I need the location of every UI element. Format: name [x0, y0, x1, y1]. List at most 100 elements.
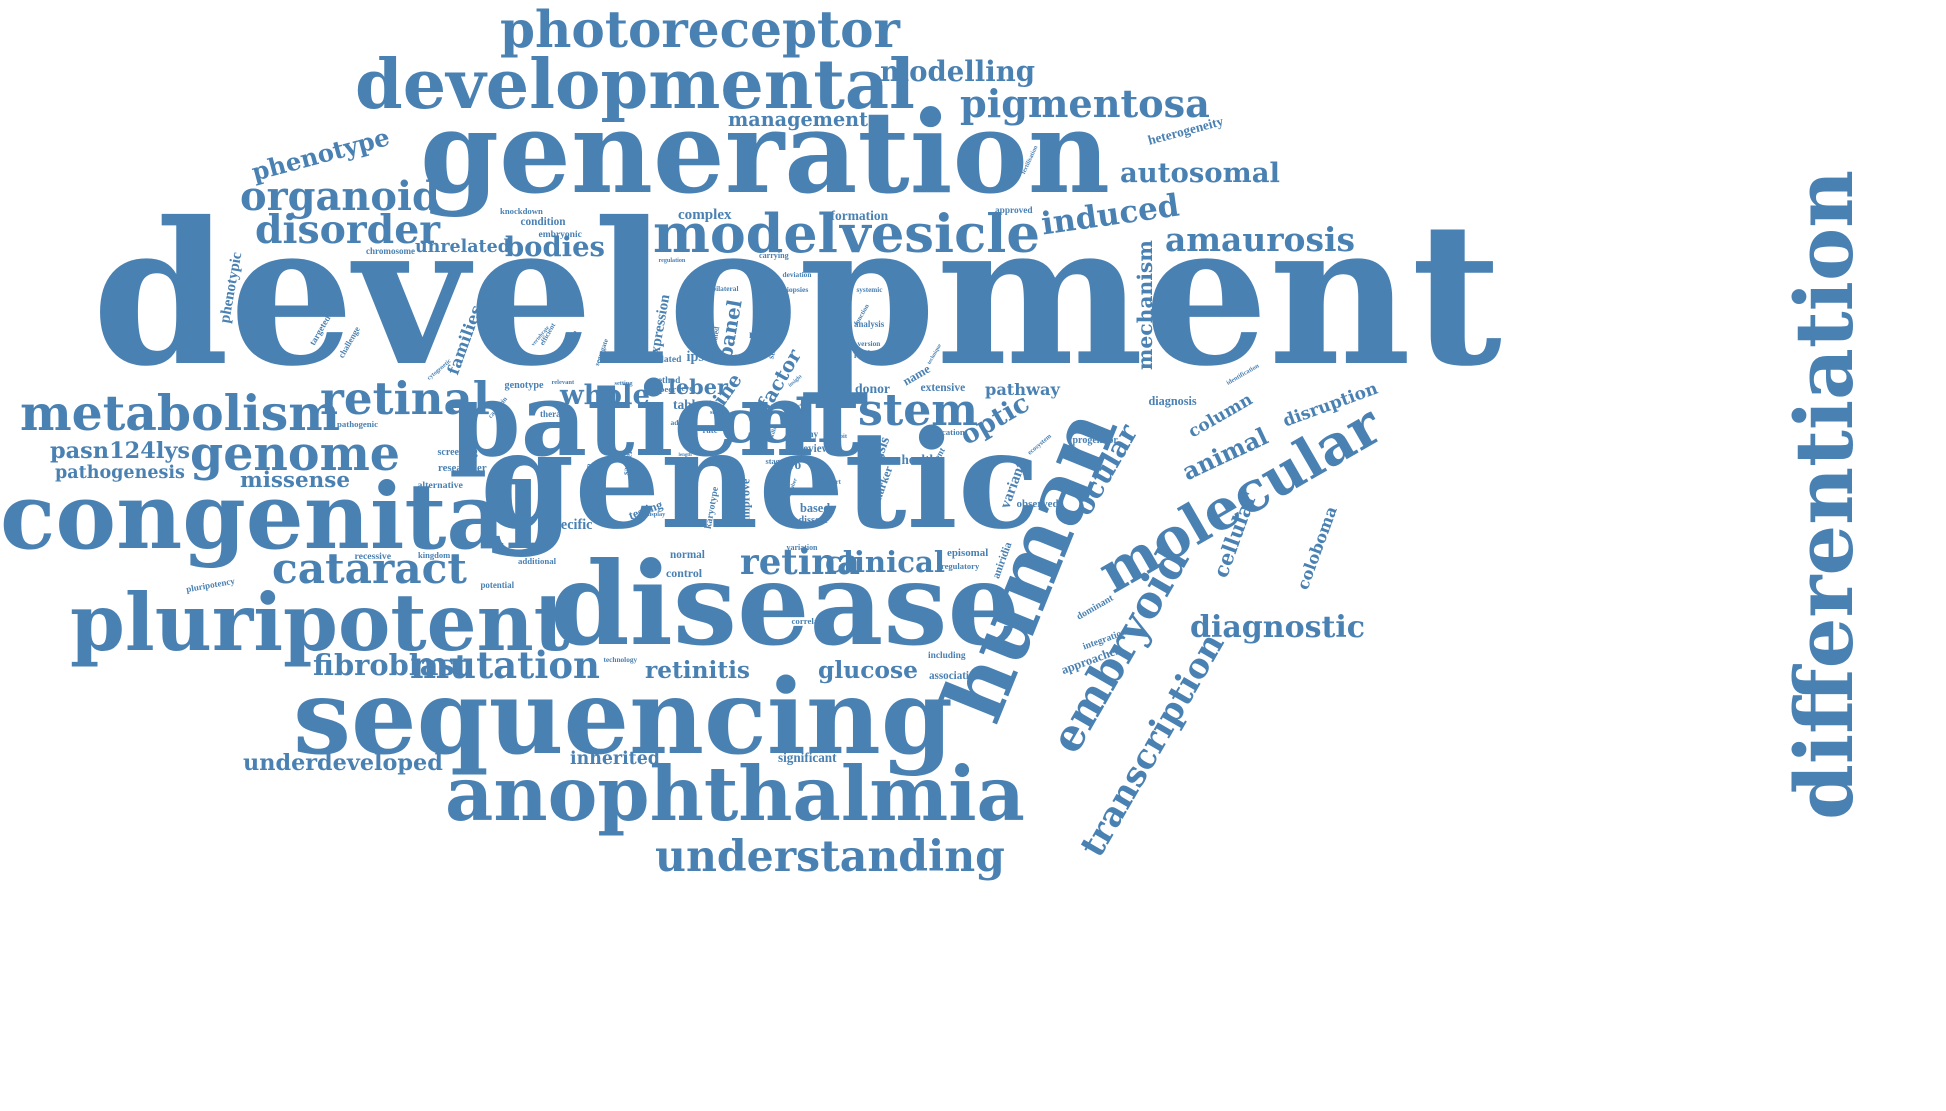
cloud-word: regulatory: [941, 560, 980, 571]
cloud-word: adult: [670, 418, 688, 427]
cloud-word: complex: [678, 206, 732, 223]
cloud-word: genetic: [480, 399, 1040, 559]
cloud-word: approved: [995, 205, 1033, 216]
cloud-word: biopsies: [782, 285, 809, 294]
cloud-word: exhibit: [828, 432, 847, 440]
cloud-word: disease: [550, 537, 1020, 671]
cloud-word: cohort: [822, 478, 841, 486]
cloud-word: pigmentosa: [960, 82, 1210, 127]
cloud-word: improve: [737, 478, 752, 521]
cloud-word: vitro: [774, 456, 802, 472]
cloud-word: table: [673, 396, 702, 412]
cloud-word: development: [92, 180, 1502, 410]
cloud-word: clinical: [825, 545, 945, 579]
cloud-word: missense: [240, 468, 350, 493]
cloud-word: dissect: [798, 515, 828, 526]
cloud-word: relevant: [551, 378, 575, 386]
cloud-word: mutation: [410, 643, 600, 687]
cloud-word: researcher: [438, 461, 487, 474]
cloud-word: photoreceptor: [500, 0, 900, 59]
cloud-word: based: [800, 500, 831, 515]
cloud-word: metabolism: [20, 383, 340, 442]
cloud-word: drug: [794, 407, 807, 414]
cloud-word: normal: [670, 549, 705, 561]
cloud-word: cause: [859, 451, 886, 463]
cloud-word: correlation: [791, 615, 834, 626]
cloud-word: control: [666, 565, 703, 580]
cloud-word: regulation: [658, 258, 686, 264]
cloud-word: including: [928, 650, 966, 661]
cloud-word: condition: [520, 215, 566, 228]
cloud-word: formation: [830, 207, 889, 223]
cloud-word: generation: [420, 85, 1110, 219]
cloud-word: model: [653, 202, 838, 265]
cloud-word: recessive: [354, 551, 392, 562]
cloud-word: diagnostic: [1190, 610, 1366, 645]
cloud-word: cataract: [272, 542, 467, 593]
cloud-word: healthy: [901, 451, 944, 467]
cloud-word: management: [728, 107, 868, 131]
cloud-word: association: [929, 669, 981, 682]
cloud-word: stem: [858, 385, 978, 436]
cloud-word: specific: [547, 517, 593, 533]
cloud-word: observed: [1016, 497, 1059, 510]
cloud-word: pluripotent: [70, 575, 570, 669]
cloud-word: diagnosis: [1148, 394, 1197, 408]
cloud-word: level: [679, 382, 696, 393]
cloud-word: better: [795, 410, 811, 416]
cloud-word: pasn124lys: [50, 437, 191, 464]
cloud-word: variation: [786, 542, 818, 552]
cloud-word: mechanism: [1132, 240, 1157, 371]
cloud-word: method: [650, 376, 681, 386]
cloud-word: knockdown: [500, 205, 543, 216]
cloud-word: related: [653, 355, 682, 365]
cloud-word: understanding: [655, 831, 1005, 882]
cloud-word: embryonic: [538, 230, 582, 240]
cloud-word: developmental: [355, 45, 915, 125]
cloud-word: potential: [480, 580, 515, 590]
cloud-word: project: [854, 347, 881, 358]
cloud-word: version: [857, 338, 881, 348]
cloud-word: leber: [668, 374, 728, 399]
cloud-word: study: [710, 410, 724, 416]
cloud-word: analysis: [854, 319, 885, 329]
cloud-word: alternative: [417, 480, 463, 491]
cloud-word: vesicle: [840, 202, 1040, 265]
cloud-word: extensive: [920, 382, 966, 394]
cloud-word: progenitor: [1072, 435, 1118, 446]
cloud-word: stage: [765, 457, 784, 466]
cloud-word: unrelated: [415, 236, 510, 257]
cloud-word: setting: [614, 380, 633, 387]
cloud-word: fibroblast: [313, 647, 468, 682]
cloud-word: length: [678, 452, 692, 458]
cloud-word: pathogenic: [337, 418, 378, 429]
cloud-word: chromosome: [366, 246, 416, 256]
cloud-word: review: [798, 442, 830, 455]
cloud-word: congenital: [0, 464, 540, 570]
cloud-word: retinitis: [645, 656, 751, 684]
cloud-word: large: [795, 420, 809, 427]
cloud-word: organoid: [240, 173, 440, 220]
cloud-word: retinal: [320, 371, 490, 425]
cloud-word: differentiation: [1777, 169, 1872, 820]
cloud-word: whole: [560, 378, 650, 411]
cloud-word: bilateral: [712, 284, 739, 293]
cloud-word: disorder: [255, 206, 440, 253]
cloud-word: glucose: [818, 655, 919, 684]
cloud-word: display: [646, 511, 666, 518]
cloud-word: autosomal: [1120, 156, 1280, 189]
cloud-word: rate: [702, 424, 718, 435]
cloud-word: coloboma: [1293, 503, 1341, 592]
cloud-word: location: [935, 426, 965, 437]
cloud-word: patient: [449, 359, 861, 480]
cloud-word: pathway: [985, 380, 1060, 399]
cloud-word: genotype: [504, 380, 544, 391]
cloud-word: many: [796, 430, 819, 440]
cloud-word: deviation: [782, 269, 812, 279]
cloud-word: inherited: [570, 748, 660, 769]
cloud-word: additional: [518, 555, 557, 566]
cloud-word: sequencing: [293, 657, 953, 778]
cloud-word: bodies: [505, 230, 605, 263]
cloud-word: novel: [749, 328, 776, 341]
